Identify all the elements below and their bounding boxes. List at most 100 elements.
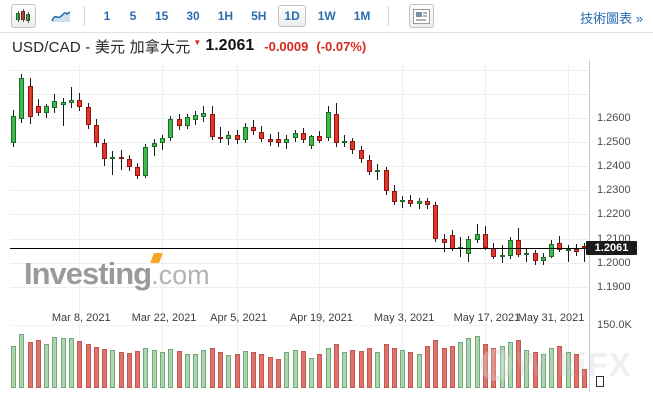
current-price-line (10, 248, 589, 249)
candle (549, 243, 555, 257)
candle (110, 156, 116, 160)
candle (201, 112, 207, 118)
toolbar-separator (84, 6, 85, 26)
timeframe-button-1[interactable]: 1 (97, 5, 117, 27)
volume-bar (342, 352, 348, 388)
volume-bar (474, 335, 480, 388)
volume-bar (383, 343, 389, 388)
candle (143, 147, 149, 177)
candle (251, 127, 257, 132)
candle (532, 253, 538, 262)
volume-bar (218, 352, 223, 388)
volume-bar (259, 354, 265, 388)
candle (126, 159, 132, 168)
candlestick-chart-type-button[interactable] (11, 4, 36, 28)
date-gridline (162, 62, 164, 388)
timeframe-button-5H[interactable]: 5H (245, 5, 272, 27)
timeframe-button-15[interactable]: 15 (149, 5, 174, 27)
candle (557, 242, 563, 251)
news-panel-icon (413, 8, 431, 24)
candle (292, 133, 298, 139)
y-axis-label: 1.2500 (597, 136, 631, 149)
price-change: -0.0009 (264, 38, 309, 54)
toolbar-separator (388, 6, 390, 26)
candle (118, 156, 124, 159)
x-axis-label: Apr 19, 2021 (289, 312, 353, 324)
volume-bar (267, 356, 273, 388)
timeframe-group: 1 5 15 30 1H 5H 1D 1W 1M (94, 5, 379, 27)
price-gridline (10, 142, 589, 144)
candle (441, 239, 447, 243)
candle (267, 139, 273, 142)
timeframe-button-1H[interactable]: 1H (212, 5, 239, 27)
date-gridline (402, 62, 404, 388)
volume-bar (126, 352, 132, 388)
volume-bar (85, 343, 91, 388)
timeframe-button-1M[interactable]: 1M (348, 5, 377, 27)
date-gridline (567, 62, 569, 388)
volume-gridline (10, 325, 589, 326)
candle (317, 136, 323, 141)
timeframe-button-5[interactable]: 5 (123, 5, 143, 27)
candle (176, 119, 182, 126)
volume-bar (532, 352, 538, 388)
volume-bar (184, 353, 190, 388)
volume-bar (565, 352, 571, 388)
volume-bar (524, 350, 530, 388)
volume-bar (19, 334, 25, 388)
volume-bar (284, 352, 290, 388)
candle (333, 113, 339, 144)
volume-bar (582, 369, 588, 388)
candle (466, 239, 472, 254)
volume-bar (441, 348, 447, 388)
x-axis-label: Mar 22, 2021 (131, 312, 197, 324)
candle (218, 136, 223, 139)
candle (68, 100, 74, 104)
date-gridline (236, 62, 238, 388)
volume-bar (574, 354, 580, 388)
candle (193, 114, 199, 120)
y-axis-label: 1.2400 (597, 160, 631, 173)
timeframe-button-30[interactable]: 30 (180, 5, 205, 27)
news-panel-button[interactable] (409, 4, 435, 28)
unrendered-glyph-box (596, 376, 604, 387)
candle-wick (70, 87, 72, 109)
wikifx-logo-icon (480, 349, 512, 381)
y-axis-label: 1.2600 (597, 112, 631, 124)
candle-wick (377, 164, 379, 181)
technical-chart-link[interactable]: 技術圖表 » (580, 11, 643, 26)
candle (85, 107, 91, 125)
candle (574, 248, 580, 253)
candle (416, 200, 422, 205)
volume-bar (143, 347, 149, 388)
volume-bar (102, 349, 108, 388)
volume-bar (44, 343, 50, 388)
date-gridline (484, 62, 486, 388)
timeframe-button-1W[interactable]: 1W (312, 5, 342, 27)
volume-bar (516, 339, 522, 388)
volume-bar (416, 354, 422, 388)
candle (367, 159, 373, 172)
price-down-arrow-icon: ▼ (193, 37, 202, 47)
line-chart-type-button[interactable] (47, 4, 75, 28)
candle (77, 100, 83, 108)
volume-bar (77, 341, 83, 388)
current-price-tag: 1.2061 (586, 241, 637, 255)
volume-bar (151, 350, 157, 388)
volume-bar (300, 351, 306, 388)
timeframe-button-1D[interactable]: 1D (278, 5, 306, 27)
volume-bar (226, 355, 232, 388)
wikifx-watermark-text: WikiFX (516, 346, 632, 383)
candle (35, 106, 41, 113)
volume-bar (466, 338, 472, 388)
price-change-percent: (-0.07%) (316, 38, 367, 54)
y-axis-label: 1.2300 (597, 184, 631, 197)
candle (284, 138, 290, 144)
candle (391, 191, 397, 202)
candle (540, 257, 546, 262)
candle (309, 136, 315, 147)
volume-bar (68, 337, 74, 388)
candle (350, 141, 356, 151)
